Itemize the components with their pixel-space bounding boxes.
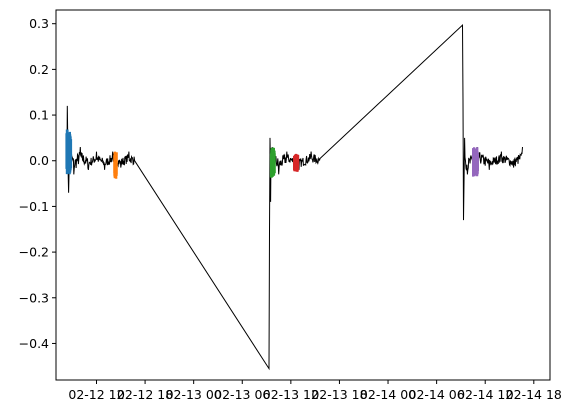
x-tick-label: 02-12 12 bbox=[68, 387, 124, 402]
x-tick-label: 02-14 12 bbox=[457, 387, 513, 402]
plot-frame bbox=[55, 9, 551, 381]
x-tick-label: 02-13 00 bbox=[166, 387, 222, 402]
y-tick-label: 0.1 bbox=[29, 108, 49, 123]
series-marker-1 bbox=[65, 129, 73, 175]
series-marker-strokes bbox=[293, 153, 300, 172]
x-tick-label: 02-14 18 bbox=[506, 387, 562, 402]
series-marker-strokes bbox=[269, 147, 276, 178]
y-tick-label: 0.3 bbox=[29, 16, 49, 31]
y-tick-label: −0.1 bbox=[19, 199, 49, 214]
series-marker-3 bbox=[269, 147, 276, 178]
plot-area bbox=[65, 23, 523, 371]
y-tick-label: −0.2 bbox=[19, 245, 49, 260]
x-tick-label: 02-13 06 bbox=[214, 387, 270, 402]
x-tick-label: 02-14 00 bbox=[360, 387, 416, 402]
series-marker-strokes bbox=[113, 151, 118, 179]
series-marker-strokes bbox=[472, 147, 479, 177]
plot-content bbox=[65, 23, 523, 371]
y-tick-label: 0.2 bbox=[29, 62, 49, 77]
y-tick-label: 0.0 bbox=[29, 153, 49, 168]
x-tick-label: 02-13 18 bbox=[311, 387, 367, 402]
series-trace-line bbox=[66, 23, 523, 371]
series-marker-2 bbox=[113, 151, 118, 179]
x-tick-label: 02-13 12 bbox=[263, 387, 319, 402]
series-marker-5 bbox=[472, 147, 479, 177]
x-tick-label: 02-12 18 bbox=[117, 387, 173, 402]
y-tick-label: −0.3 bbox=[19, 290, 49, 305]
x-tick-label: 02-14 06 bbox=[409, 387, 465, 402]
series-marker-strokes bbox=[65, 129, 73, 175]
axes: −0.4−0.3−0.2−0.10.00.10.20.302-12 1202-1… bbox=[19, 9, 562, 402]
y-tick-label: −0.4 bbox=[19, 336, 49, 351]
series-marker-4 bbox=[293, 153, 300, 172]
